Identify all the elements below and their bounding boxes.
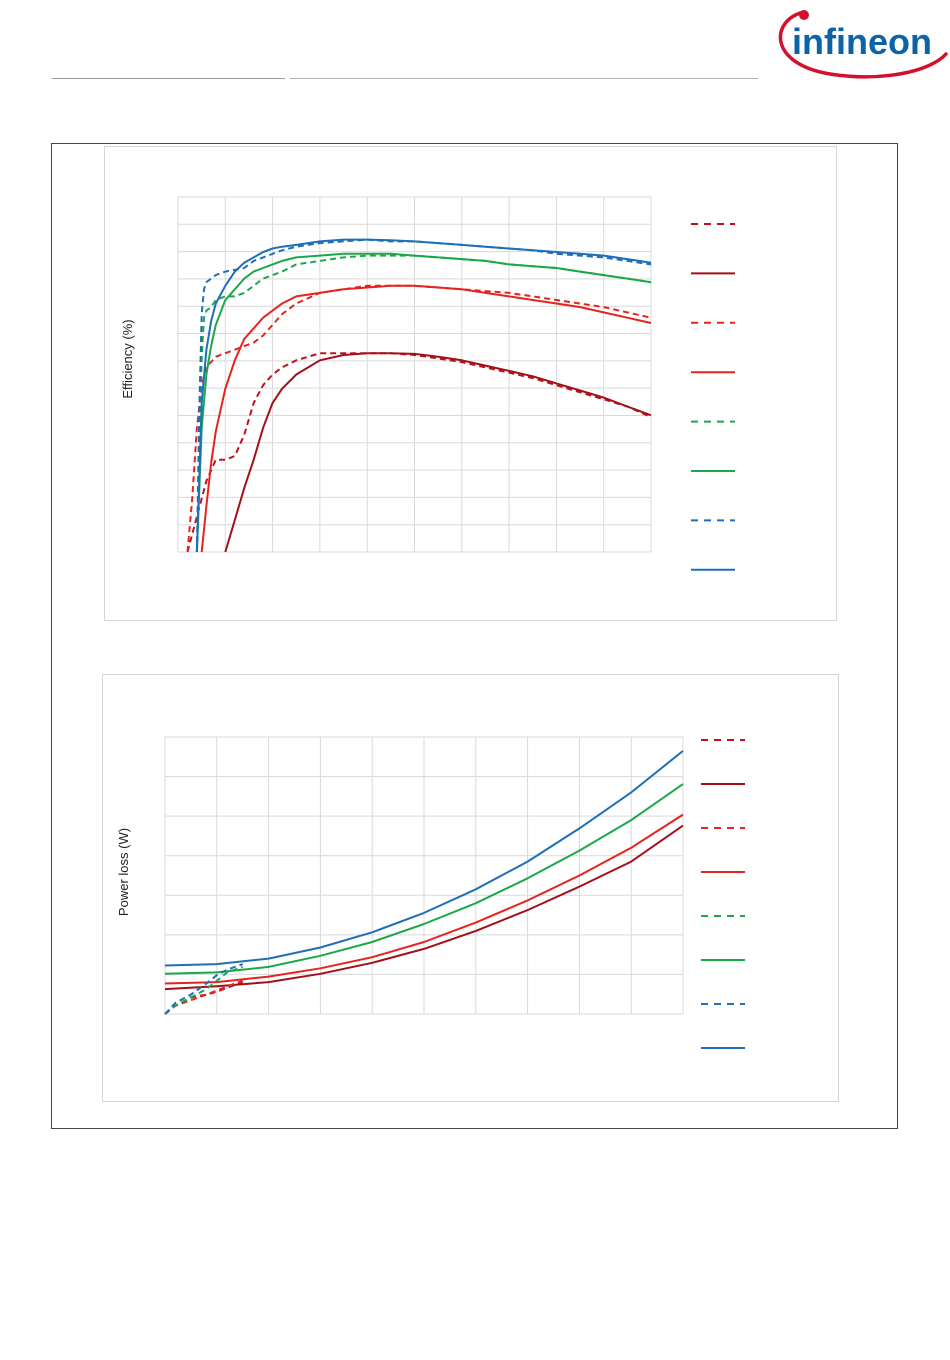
power-loss-series-line-4 — [164, 813, 684, 985]
power-loss-series-line-8 — [164, 750, 684, 967]
figure-frame — [51, 143, 898, 1129]
power-loss-series-line-3 — [164, 979, 244, 1015]
logo-wordmark: infineon — [792, 21, 932, 62]
header-rule-left — [52, 78, 285, 79]
efficiency-series-line-2 — [224, 352, 652, 553]
power-loss-chart-panel: Power loss (W) — [102, 674, 839, 1102]
efficiency-series-line-8 — [195, 238, 652, 553]
power-loss-series-line-6 — [164, 783, 684, 975]
power-loss-series-line-7 — [164, 963, 244, 1015]
logo-dot-icon — [799, 10, 809, 20]
efficiency-series-line-6 — [195, 252, 652, 553]
power-loss-series-line-2 — [164, 824, 684, 991]
efficiency-series-line-1 — [186, 352, 652, 553]
efficiency-series-line-4 — [200, 284, 652, 553]
power-loss-chart: Power loss (W) — [116, 736, 745, 1049]
infineon-logo: infineon — [778, 10, 948, 79]
efficiency-series-line-7 — [195, 238, 652, 553]
efficiency-chart: Efficiency (%) — [120, 196, 735, 571]
power-loss-series-line-5 — [164, 965, 244, 1015]
header-rule-right — [290, 78, 758, 79]
efficiency-y-axis-label: Efficiency (%) — [120, 319, 135, 398]
logo-swoosh-icon — [778, 10, 948, 79]
efficiency-series-line-5 — [195, 254, 652, 553]
power-loss-y-axis-label: Power loss (W) — [116, 828, 131, 916]
efficiency-chart-panel: Efficiency (%) — [104, 146, 837, 621]
